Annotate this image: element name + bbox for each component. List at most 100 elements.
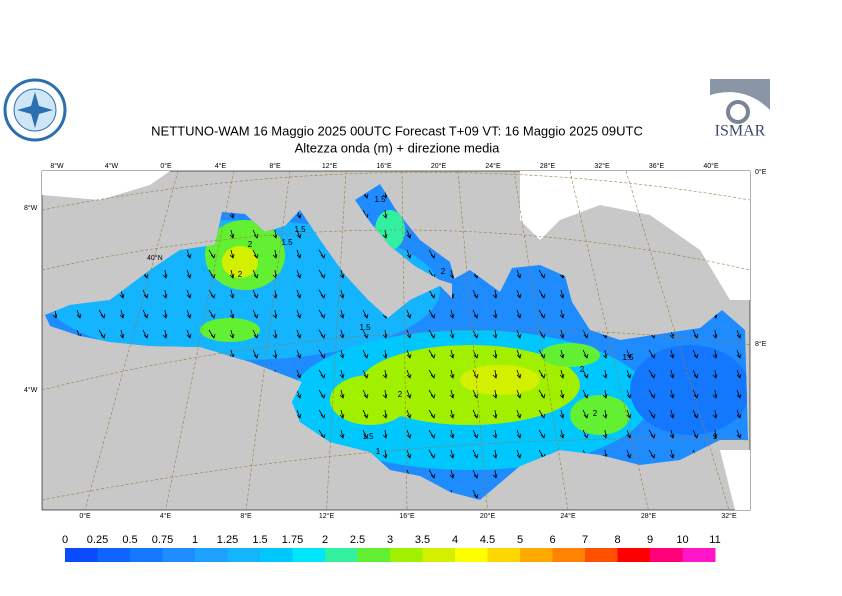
colorbar-swatch: [65, 548, 98, 562]
direction-arrow: [318, 269, 326, 279]
direction-arrow: [428, 449, 436, 459]
left-logo: [3, 78, 67, 142]
direction-arrow: [559, 349, 565, 359]
colorbar-label: 0: [62, 534, 68, 546]
bottom-coord-label: 12°E: [319, 512, 335, 520]
direction-arrow: [648, 429, 656, 439]
direction-arrow: [208, 269, 216, 279]
colorbar-swatch: [325, 548, 358, 562]
colorbar-swatch: [162, 548, 196, 562]
direction-arrow: [516, 269, 522, 279]
direction-arrow: [406, 249, 412, 259]
direction-arrow: [516, 389, 522, 399]
logo-wave: [710, 79, 770, 110]
direction-arrow: [142, 309, 149, 319]
top-coord-label: 4°W: [105, 162, 119, 170]
direction-arrow: [229, 229, 235, 239]
direction-arrow: [538, 349, 546, 359]
direction-arrow: [339, 269, 345, 279]
colorbar-label: 5: [517, 534, 523, 546]
direction-arrow: [406, 349, 412, 359]
direction-arrow: [362, 369, 369, 379]
contour-label: 1.5: [374, 195, 386, 204]
direction-arrow: [208, 309, 216, 319]
direction-arrow: [296, 229, 302, 239]
colorbar-label: 1.75: [282, 534, 303, 546]
direction-arrow: [382, 329, 388, 339]
direction-arrow: [382, 349, 388, 359]
colorbar: 0 0.25 0.5 0.75 1 1.25 1.5 1.75 2 2.5 3 3.5 4 4.5 5 6 7 8…: [62, 534, 721, 562]
left-coord-label: 40°N: [147, 254, 163, 262]
direction-arrow: [296, 329, 302, 339]
direction-arrow: [648, 449, 656, 459]
direction-arrow: [712, 429, 718, 439]
direction-arrow: [692, 429, 699, 439]
direction-arrow: [559, 309, 565, 319]
direction-arrow: [318, 289, 326, 299]
contour-label: 1.5: [281, 238, 293, 247]
direction-arrow: [472, 469, 479, 479]
direction-arrow: [296, 289, 302, 299]
direction-arrow: [626, 369, 632, 379]
colorbar-swatch: [617, 548, 651, 562]
direction-arrow: [362, 429, 369, 439]
direction-arrow: [736, 429, 742, 439]
direction-arrow: [272, 329, 278, 339]
right-logo: ISMAR: [710, 79, 770, 141]
direction-arrow: [296, 409, 302, 419]
top-coord-label: 40°E: [703, 162, 719, 170]
direction-arrow: [252, 349, 259, 359]
direction-arrow: [472, 369, 479, 379]
direction-arrow: [296, 369, 302, 379]
direction-arrow: [582, 369, 589, 379]
bottom-coord-label: 32°E: [721, 512, 737, 520]
direction-arrow: [382, 409, 388, 419]
direction-arrow: [252, 329, 259, 339]
direction-arrow: [492, 309, 498, 319]
direction-arrow: [252, 269, 259, 279]
direction-arrow: [229, 249, 235, 259]
direction-arrow: [162, 329, 168, 339]
direction-arrow: [52, 309, 58, 319]
direction-arrow: [98, 309, 106, 319]
colorbar-swatch: [552, 548, 586, 562]
meridian: [513, 170, 569, 511]
direction-arrow: [582, 349, 589, 359]
direction-arrow: [406, 449, 412, 459]
direction-arrow: [492, 429, 498, 439]
direction-arrow: [736, 389, 742, 399]
direction-arrow: [428, 349, 436, 359]
direction-arrow: [736, 349, 742, 359]
direction-arrow: [559, 429, 565, 439]
direction-arrow: [582, 429, 589, 439]
colorbar-label: 2: [322, 534, 328, 546]
direction-arrow: [559, 329, 565, 339]
direction-arrow: [339, 349, 345, 359]
direction-arrow: [669, 369, 675, 379]
direction-arrow: [339, 369, 345, 379]
colorbar-label: 1: [192, 534, 198, 546]
direction-arrow: [669, 429, 675, 439]
colorbar-label: 3.5: [415, 534, 430, 546]
direction-arrow: [406, 309, 412, 319]
direction-arrow: [382, 369, 388, 379]
colorbar-swatch: [195, 548, 228, 562]
contour-label: 1: [376, 447, 381, 456]
logo-circle: [726, 100, 750, 124]
top-coord-label: 32°E: [594, 162, 610, 170]
direction-arrow: [296, 269, 302, 279]
direction-arrow: [669, 349, 675, 359]
contour-label: 2: [248, 240, 253, 249]
colorbar-label: 4: [452, 534, 458, 546]
colorbar-swatch: [585, 548, 618, 562]
direction-arrow: [712, 369, 718, 379]
top-coord-label: 8°E: [269, 162, 281, 170]
direction-arrow: [449, 389, 455, 399]
direction-arrow: [449, 369, 455, 379]
direction-arrow: [472, 489, 479, 499]
top-coord-label: 28°E: [540, 162, 556, 170]
direction-arrow: [362, 409, 369, 419]
wave-band: [630, 345, 748, 435]
direction-arrow: [516, 409, 522, 419]
